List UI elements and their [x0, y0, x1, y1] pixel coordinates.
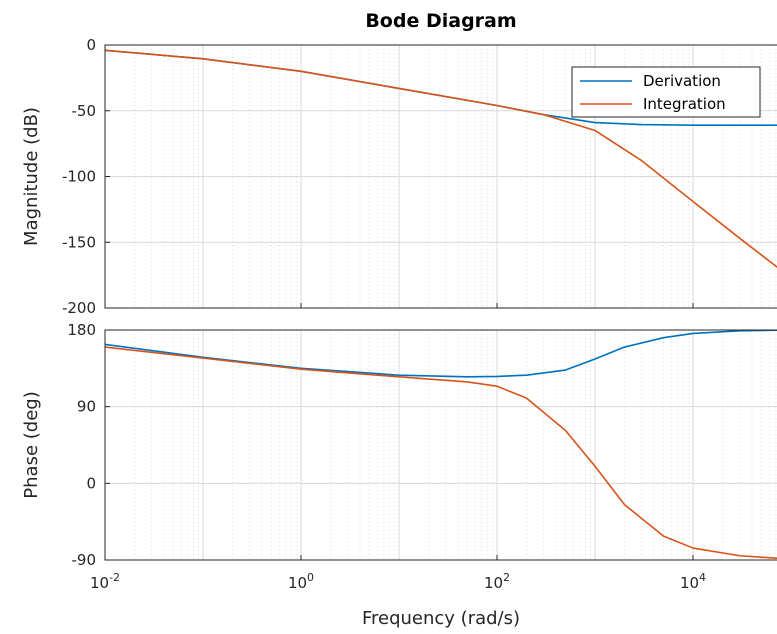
- x-tick-label: 104: [680, 571, 706, 592]
- phase-y-axis-label: Phase (deg): [21, 391, 42, 498]
- legend-label-derivation: Derivation: [643, 72, 721, 90]
- chart-title: Bode Diagram: [365, 10, 516, 32]
- magnitude-y-tick-label: -100: [62, 168, 96, 186]
- phase-series-integration: [105, 346, 777, 560]
- x-tick-label: 10-2: [90, 571, 120, 592]
- legend: Derivation Integration: [571, 66, 761, 118]
- plot-panels: 0 -50 -100 -150 -200 Magnitude (dB) Derivation…: [21, 36, 777, 592]
- phase-panel: 180 90 0 -90 Phase (deg) 10-2 100 102 104: [21, 321, 777, 592]
- phase-y-tick-label: 0: [86, 474, 96, 492]
- legend-box: [571, 66, 761, 118]
- magnitude-y-axis-label: Magnitude (dB): [21, 107, 42, 246]
- magnitude-series-integration: [105, 49, 777, 268]
- magnitude-panel: 0 -50 -100 -150 -200 Magnitude (dB) Derivation…: [21, 36, 777, 317]
- magnitude-axes-frame: [104, 44, 777, 309]
- phase-y-tick-label: 180: [67, 321, 96, 339]
- x-tick-label: 100: [288, 571, 314, 592]
- legend-label-integration: Integration: [643, 95, 726, 113]
- phase-y-tick-label: 90: [77, 398, 96, 416]
- magnitude-y-tick-label: -50: [72, 102, 97, 120]
- x-axis-label: Frequency (rad/s): [362, 608, 520, 629]
- x-tick-label: 102: [484, 571, 510, 592]
- magnitude-y-tick-label: -200: [62, 299, 96, 317]
- magnitude-y-tick-label: -150: [62, 233, 96, 251]
- phase-y-tick-label: -90: [72, 551, 97, 569]
- phase-series-derivation: [105, 330, 777, 378]
- magnitude-y-tick-label: 0: [86, 36, 96, 54]
- phase-axes-frame: [104, 329, 777, 561]
